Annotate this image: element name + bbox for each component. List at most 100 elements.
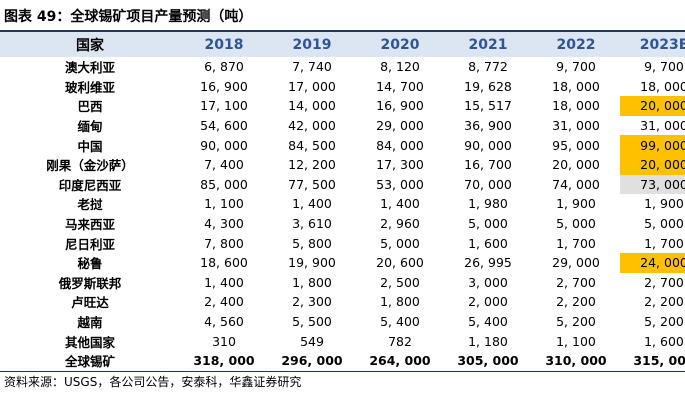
value-cell: 2, 200 (644, 294, 684, 310)
value-cell: 9, 700 (556, 59, 596, 75)
value-cell: 29, 000 (376, 118, 424, 134)
value-cell: 5, 200 (556, 314, 596, 330)
value-cell: 1, 980 (468, 196, 508, 212)
value-cell: 296, 000 (281, 353, 343, 369)
value-cell: 7, 740 (292, 59, 332, 75)
value-cell: 4, 300 (204, 216, 244, 232)
value-cell: 1, 800 (292, 274, 332, 290)
value-cell: 84, 000 (376, 137, 424, 153)
value-cell: 310 (212, 333, 236, 349)
value-cell: 5, 000 (380, 235, 420, 251)
table-row: 缅甸 54, 600 42, 000 29, 000 36, 900 31, 000 31,… (0, 116, 685, 136)
value-cell: 84, 500 (288, 137, 336, 153)
table-row: 马来西亚 4, 300 3, 610 2, 960 5, 000 5, 000 5, 000 (0, 214, 685, 234)
value-cell: 8, 772 (468, 59, 508, 75)
value-cell: 19, 900 (288, 255, 336, 271)
value-cell: 2, 700 (644, 274, 684, 290)
country-cell: 中国 (77, 138, 103, 154)
table-row: 澳大利亚 6, 870 7, 740 8, 120 8, 772 9, 700 9, 700 (0, 57, 685, 77)
value-cell: 5, 200 (644, 314, 684, 330)
value-cell: 310, 000 (545, 353, 607, 369)
country-cell: 印度尼西亚 (58, 177, 122, 193)
value-cell: 70, 000 (464, 176, 512, 192)
table-body: 澳大利亚 6, 870 7, 740 8, 120 8, 772 9, 700 9, 700… (0, 57, 685, 371)
value-cell: 7, 800 (204, 235, 244, 251)
title: 图表 49：全球锡矿项目产量预测（吨） (4, 9, 253, 25)
value-cell: 2, 400 (204, 294, 244, 310)
value-cell: 31, 000 (640, 118, 685, 134)
country-cell: 老挝 (77, 197, 103, 213)
value-cell: 20, 000 (552, 157, 600, 173)
value-cell: 5, 000 (556, 216, 596, 232)
column-header: 2023E (620, 31, 685, 57)
value-cell: 2, 500 (380, 274, 420, 290)
table-row: 秘鲁 18, 600 19, 900 20, 600 26, 995 29, 000 24,… (0, 252, 685, 273)
country-cell: 尼日利亚 (64, 236, 115, 252)
value-cell: 26, 995 (464, 255, 512, 271)
table-row: 俄罗斯联邦 1, 400 1, 800 2, 500 3, 000 2, 700 2, 70… (0, 273, 685, 293)
country-cell: 刚果（金沙萨） (46, 158, 134, 174)
value-cell: 17, 100 (200, 98, 248, 114)
value-cell: 18, 600 (200, 255, 248, 271)
value-cell: 5, 400 (468, 314, 508, 330)
value-cell: 20, 000 (620, 96, 685, 116)
table-row: 其他国家 310 549 782 1, 180 1, 100 1, 600 (0, 331, 685, 351)
value-cell: 95, 000 (552, 137, 600, 153)
value-cell: 16, 900 (376, 98, 424, 114)
value-cell: 2, 300 (292, 294, 332, 310)
value-cell: 24, 000 (620, 252, 685, 273)
value-cell: 6, 870 (204, 59, 244, 75)
value-cell: 18, 000 (640, 78, 685, 94)
value-cell: 5, 000 (644, 216, 684, 232)
table-row: 巴西 17, 100 14, 000 16, 900 15, 517 18, 000 20,… (0, 96, 685, 116)
column-header: 2022 (532, 31, 620, 57)
value-cell: 90, 000 (200, 137, 248, 153)
value-cell: 14, 000 (288, 98, 336, 114)
column-header: 国家 (0, 31, 180, 57)
table-row: 刚果（金沙萨） 7, 400 12, 200 17, 300 16, 700 20, 00… (0, 154, 685, 175)
value-cell: 12, 200 (288, 157, 336, 173)
value-cell: 54, 600 (200, 118, 248, 134)
country-cell: 全球锡矿 (64, 354, 115, 370)
value-cell: 5, 400 (380, 314, 420, 330)
table-row: 老挝 1, 100 1, 400 1, 400 1, 980 1, 900 1, 900 (0, 194, 685, 214)
country-cell: 巴西 (77, 99, 103, 115)
value-cell: 1, 100 (204, 196, 244, 212)
value-cell: 2, 200 (556, 294, 596, 310)
table-wrap: 国家 2018 2019 2020 2021 2022 2023E 澳大利亚 6, 870 7,… (0, 30, 685, 372)
table-row: 尼日利亚 7, 800 5, 800 5, 000 1, 600 1, 700 1, 700 (0, 233, 685, 253)
table-row: 卢旺达 2, 400 2, 300 1, 800 2, 000 2, 200 2, 200 (0, 292, 685, 312)
value-cell: 77, 500 (288, 176, 336, 192)
table-row: 全球锡矿 318, 000 296, 000 264, 000 305, 000 310,… (0, 351, 685, 371)
value-cell: 2, 700 (556, 274, 596, 290)
value-cell: 7, 400 (204, 157, 244, 173)
value-cell: 18, 000 (552, 78, 600, 94)
source: 资料来源：USGS，各公司公告，安泰科，华鑫证券研究 (4, 375, 302, 389)
value-cell: 264, 000 (369, 353, 431, 369)
value-cell: 4, 560 (204, 314, 244, 330)
value-cell: 1, 900 (556, 196, 596, 212)
value-cell: 85, 000 (200, 176, 248, 192)
value-cell: 31, 000 (552, 118, 600, 134)
value-cell: 36, 900 (464, 118, 512, 134)
header-row: 国家 2018 2019 2020 2021 2022 2023E (0, 31, 685, 57)
table-row: 印度尼西亚 85, 000 77, 500 53, 000 70, 000 74, 000… (0, 174, 685, 195)
value-cell: 1, 900 (644, 196, 684, 212)
value-cell: 3, 610 (292, 216, 332, 232)
value-cell: 73, 000 (620, 174, 685, 195)
value-cell: 17, 300 (376, 157, 424, 173)
value-cell: 29, 000 (552, 255, 600, 271)
value-cell: 1, 400 (292, 196, 332, 212)
value-cell: 99, 000 (620, 135, 685, 155)
table: 国家 2018 2019 2020 2021 2022 2023E 澳大利亚 6, 870 7,… (0, 30, 685, 372)
value-cell: 74, 000 (552, 176, 600, 192)
value-cell: 5, 500 (292, 314, 332, 330)
value-cell: 16, 700 (464, 157, 512, 173)
value-cell: 17, 000 (288, 78, 336, 94)
table-row: 中国 90, 000 84, 500 84, 000 90, 000 95, 000 99,… (0, 135, 685, 155)
column-header: 2019 (268, 31, 356, 57)
value-cell: 20, 600 (376, 255, 424, 271)
value-cell: 20, 000 (620, 154, 685, 175)
value-cell: 1, 700 (556, 235, 596, 251)
